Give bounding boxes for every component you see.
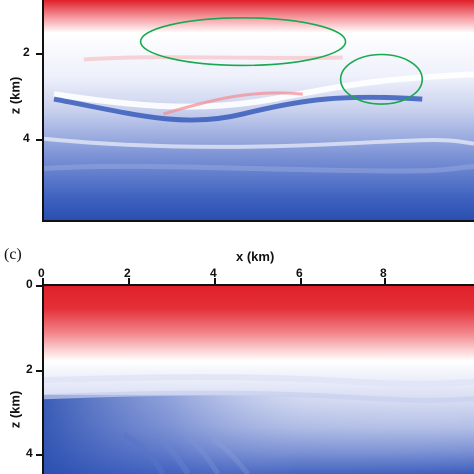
top-ytick-mark-2 [36, 53, 42, 55]
bottom-velocity-image [44, 286, 474, 474]
top-ytick-label: 4 [23, 131, 30, 145]
bottom-xtick-label: 6 [296, 266, 303, 280]
panel-tag: (c) [4, 246, 22, 263]
xtick-mark-6 [300, 278, 302, 284]
xtick-mark-4 [214, 278, 216, 284]
bottom-ytick-mark-2 [36, 370, 42, 372]
xtick-mark-8 [384, 278, 386, 284]
top-velocity-image [44, 0, 474, 220]
highlight-ellipse-left [139, 17, 347, 67]
bottom-y-axis-label: z (km) [7, 390, 23, 429]
top-ytick-label: 2 [23, 45, 30, 59]
bottom-xtick-label: 0 [38, 266, 45, 280]
bottom-velocity-panel [42, 284, 474, 474]
highlight-ellipse-right [339, 53, 424, 105]
bottom-ytick-label: 0 [26, 277, 33, 291]
top-ytick-mark-4 [36, 139, 42, 141]
top-velocity-panel [42, 0, 474, 222]
bottom-xtick-label: 4 [210, 266, 217, 280]
xtick-mark-2 [128, 278, 130, 284]
bottom-ytick-label: 4 [26, 446, 33, 460]
top-y-axis-label: z (km) [7, 76, 23, 115]
bottom-ytick-mark-4 [36, 454, 42, 456]
bottom-xtick-label: 8 [380, 266, 387, 280]
bottom-xtick-label: 2 [124, 266, 131, 280]
xtick-mark-0 [42, 278, 44, 284]
bottom-ytick-mark-0 [36, 285, 42, 287]
bottom-x-axis-label: x (km) [236, 249, 275, 264]
bottom-ytick-label: 2 [26, 362, 33, 376]
